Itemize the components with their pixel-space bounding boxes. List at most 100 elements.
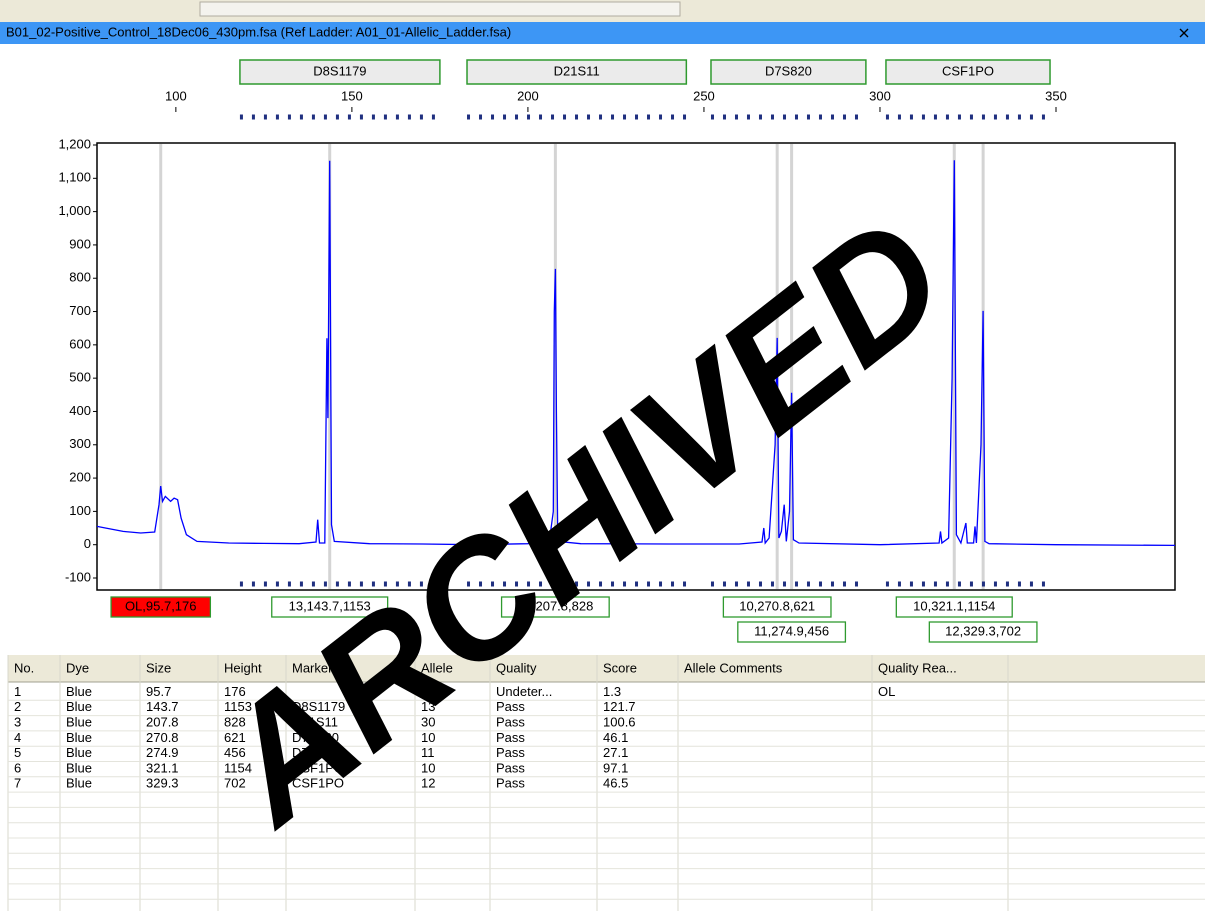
y-tick-label: 700 xyxy=(69,303,91,318)
table-cell: 176 xyxy=(224,684,246,699)
table-cell: 13 xyxy=(421,699,435,714)
y-tick-label: -100 xyxy=(65,569,91,584)
y-tick-label: 300 xyxy=(69,436,91,451)
table-cell: 12 xyxy=(421,776,435,791)
y-tick-label: 200 xyxy=(69,470,91,485)
table-cell: 3 xyxy=(14,715,21,730)
scrollbar-thumb[interactable] xyxy=(199,1,681,17)
marker-label: D8S1179 xyxy=(313,63,366,78)
table-cell: Blue xyxy=(66,730,92,745)
marker-label: D21S11 xyxy=(554,63,600,78)
peak-label-box xyxy=(928,621,1038,643)
table-cell: CSF1PO xyxy=(292,776,344,791)
table-cell: 11 xyxy=(421,745,435,760)
table-cell: Blue xyxy=(66,776,92,791)
column-header[interactable]: Dye xyxy=(66,660,89,675)
column-header[interactable]: Quality xyxy=(496,660,537,675)
column-header[interactable]: Size xyxy=(146,660,171,675)
marker-box xyxy=(239,59,441,85)
marker-box xyxy=(710,59,867,85)
table-cell: 1 xyxy=(14,684,21,699)
peak-label-box xyxy=(895,596,1013,618)
table-cell: 274.9 xyxy=(146,745,179,760)
table-cell: Pass xyxy=(496,745,525,760)
table-cell: 4 xyxy=(14,730,21,745)
window-title: B01_02-Positive_Control_18Dec06_430pm.fs… xyxy=(6,24,511,39)
table-cell: 2 xyxy=(14,699,21,714)
table-cell: 456 xyxy=(224,745,246,760)
table-cell: Pass xyxy=(496,776,525,791)
marker-label: D7S820 xyxy=(765,63,812,78)
table-cell: D7S820 xyxy=(292,745,339,760)
peak-label: 11,274.9,456 xyxy=(754,623,829,638)
table-cell: D8S1179 xyxy=(292,699,345,714)
x-tick-label: 350 xyxy=(1045,88,1067,103)
table-cell: 270.8 xyxy=(146,730,179,745)
column-header[interactable]: No. xyxy=(14,660,34,675)
table-cell: D7S820 xyxy=(292,730,339,745)
table-cell: 10 xyxy=(421,760,435,775)
table-cell: D21S11 xyxy=(292,715,338,730)
column-header[interactable]: Height xyxy=(224,660,262,675)
y-tick-label: 1,100 xyxy=(58,170,91,185)
table-cell: Blue xyxy=(66,745,92,760)
table-cell: 30 xyxy=(421,715,435,730)
title-bar xyxy=(0,22,1205,44)
table-cell: 329.3 xyxy=(146,776,179,791)
table-cell: 46.1 xyxy=(603,730,628,745)
table-cell: 46.5 xyxy=(603,776,628,791)
close-button[interactable] xyxy=(1179,28,1189,38)
table-cell: 828 xyxy=(224,715,246,730)
table-cell: 702 xyxy=(224,776,246,791)
table-cell: Pass xyxy=(496,699,525,714)
table-cell: Pass xyxy=(496,730,525,745)
column-header[interactable]: Marker xyxy=(292,660,333,675)
peak-label: 13,143.7,1153 xyxy=(289,598,371,613)
table-cell: Pass xyxy=(496,760,525,775)
table-cell: Blue xyxy=(66,715,92,730)
column-header[interactable]: Score xyxy=(603,660,637,675)
peak-label-box xyxy=(722,596,832,618)
x-tick-label: 200 xyxy=(517,88,539,103)
table-cell: 1.3 xyxy=(603,684,621,699)
table-cell: 207.8 xyxy=(146,715,179,730)
table-cell: 5 xyxy=(14,745,21,760)
table-cell: 10 xyxy=(421,730,435,745)
y-tick-label: 0 xyxy=(84,536,91,551)
table-cell: 143.7 xyxy=(146,699,179,714)
column-header[interactable]: Allele xyxy=(421,660,453,675)
marker-box xyxy=(466,59,688,85)
table-cell: CSF1PO xyxy=(292,760,344,775)
table-cell: 6 xyxy=(14,760,21,775)
peak-label: OL,95.7,176 xyxy=(125,598,197,613)
watermark: ARCHIVED xyxy=(182,182,978,860)
table-header-bg xyxy=(8,655,1205,682)
table-cell: 621 xyxy=(224,730,246,745)
table-cell: 1153 xyxy=(224,699,252,714)
marker-box xyxy=(885,59,1051,85)
table-cell: Blue xyxy=(66,699,92,714)
column-header[interactable]: Allele Comments xyxy=(684,660,783,675)
table-cell: 95.7 xyxy=(421,684,446,699)
peak-label: 12,329.3,702 xyxy=(945,623,1021,638)
peak-label: 30,207.8,828 xyxy=(517,598,593,613)
column-header[interactable]: Quality Rea... xyxy=(878,660,957,675)
table-cell: Blue xyxy=(66,684,92,699)
y-tick-label: 1,200 xyxy=(58,136,91,151)
y-tick-label: 1,000 xyxy=(58,203,91,218)
peak-label: 10,270.8,621 xyxy=(739,598,815,613)
peak-label-box xyxy=(500,596,610,618)
table-cell: 121.7 xyxy=(603,699,636,714)
y-tick-label: 400 xyxy=(69,403,91,418)
table-cell: Pass xyxy=(496,715,525,730)
table-cell: Undeter... xyxy=(496,684,552,699)
table-cell: 321.1 xyxy=(146,760,179,775)
table-cell: 95.7 xyxy=(146,684,171,699)
table-cell: OL xyxy=(878,684,895,699)
x-tick-label: 100 xyxy=(165,88,187,103)
table-cell: Blue xyxy=(66,760,92,775)
plot-frame xyxy=(96,142,1176,591)
table-cell: 7 xyxy=(14,776,21,791)
